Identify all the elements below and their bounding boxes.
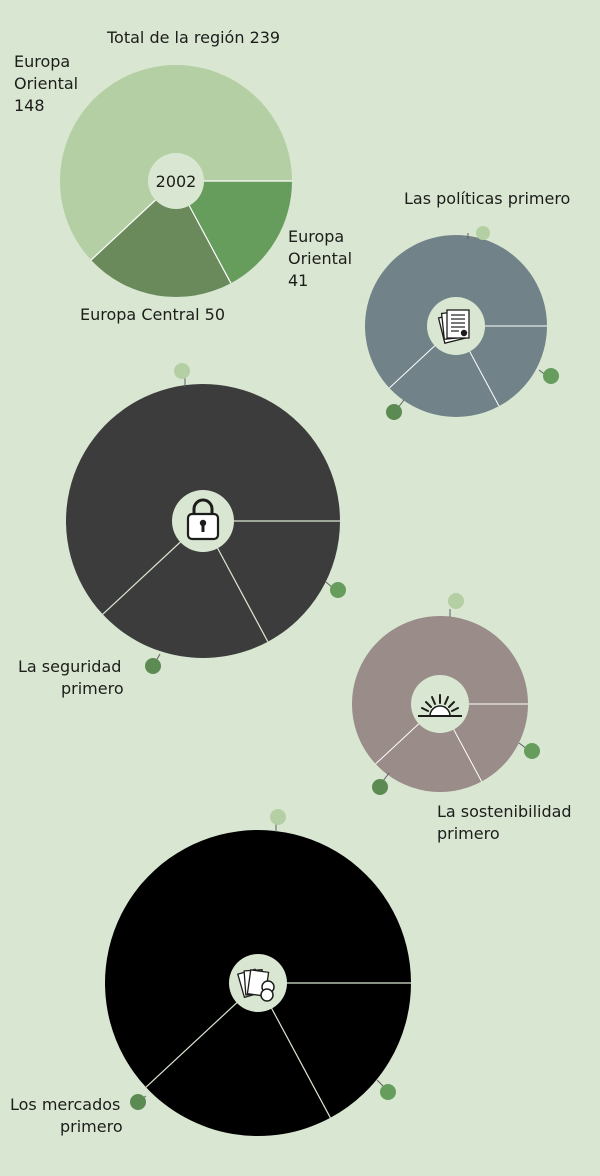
sostenibilidad-marker-left bbox=[372, 779, 388, 795]
pie-mercados: Los mercados primero bbox=[10, 809, 412, 1136]
label-europa-oriental-41-line-1: Europa bbox=[288, 227, 344, 246]
sostenibilidad-label-line-2: primero bbox=[437, 824, 500, 843]
documents-icon bbox=[437, 309, 470, 345]
pie-sostenibilidad: La sostenibilidad primero bbox=[352, 593, 577, 843]
label-europa-oriental-41: Europa Oriental 41 bbox=[288, 227, 357, 290]
label-europa-oriental-41-line-2: Oriental bbox=[288, 249, 352, 268]
seguridad-marker-left bbox=[145, 658, 161, 674]
mercados-connector-right bbox=[376, 1079, 385, 1088]
label-europa-oriental-148-line-3: 148 bbox=[14, 96, 45, 115]
label-europa-central-50: Europa Central 50 bbox=[80, 305, 225, 324]
politicas-marker-right bbox=[543, 368, 559, 384]
pie-2002-center bbox=[148, 153, 204, 209]
seguridad-label-line-2: primero bbox=[61, 679, 124, 698]
seguridad-label-line-1: La seguridad bbox=[18, 657, 121, 676]
politicas-marker-top bbox=[476, 226, 490, 240]
slice-europa-oriental-41 bbox=[176, 181, 292, 284]
cards-coins-icon bbox=[236, 968, 275, 1002]
seguridad-label: La seguridad primero bbox=[18, 657, 127, 698]
sostenibilidad-marker-right bbox=[524, 743, 540, 759]
label-europa-oriental-148-line-2: Oriental bbox=[14, 74, 78, 93]
pie-2002-center-label: 2002 bbox=[156, 172, 197, 191]
politicas-marker-left bbox=[386, 404, 402, 420]
seguridad-slice-2 bbox=[203, 521, 340, 642]
mercados-label: Los mercados primero bbox=[10, 1095, 125, 1136]
seguridad-marker-right bbox=[330, 582, 346, 598]
politicas-slice-2 bbox=[456, 326, 547, 407]
sostenibilidad-label-line-1: La sostenibilidad bbox=[437, 802, 572, 821]
mercados-marker-right bbox=[380, 1084, 396, 1100]
pie-2002-title: Total de la región 239 bbox=[106, 28, 280, 47]
pie-2002: Total de la región 239 2002 Europa Orien… bbox=[14, 28, 357, 324]
mercados-marker-left bbox=[130, 1094, 146, 1110]
seguridad-marker-top bbox=[174, 363, 190, 379]
seguridad-slice-3 bbox=[102, 521, 268, 658]
slice-europa-central-50 bbox=[91, 181, 231, 297]
mercados-slice-2 bbox=[258, 983, 412, 1118]
sostenibilidad-slice-2 bbox=[440, 704, 528, 782]
sunrise-icon bbox=[418, 694, 462, 717]
mercados-label-line-2: primero bbox=[60, 1117, 123, 1136]
label-europa-oriental-148: Europa Oriental 148 bbox=[14, 52, 83, 115]
politicas-slice-3 bbox=[389, 326, 500, 418]
mercados-marker-top bbox=[270, 809, 286, 825]
pie-politicas: Las políticas primero bbox=[365, 189, 570, 420]
politicas-label: Las políticas primero bbox=[404, 189, 570, 208]
label-europa-oriental-41-line-3: 41 bbox=[288, 271, 308, 290]
lock-icon bbox=[186, 498, 220, 541]
mercados-slice-3 bbox=[145, 983, 331, 1136]
sostenibilidad-label: La sostenibilidad primero bbox=[437, 802, 577, 843]
sostenibilidad-marker-top bbox=[448, 593, 464, 609]
pie-seguridad: La seguridad primero bbox=[18, 363, 346, 698]
mercados-label-line-1: Los mercados bbox=[10, 1095, 120, 1114]
sostenibilidad-slice-3 bbox=[375, 704, 482, 792]
sostenibilidad-connector-left bbox=[382, 772, 390, 782]
label-europa-oriental-148-line-1: Europa bbox=[14, 52, 70, 71]
